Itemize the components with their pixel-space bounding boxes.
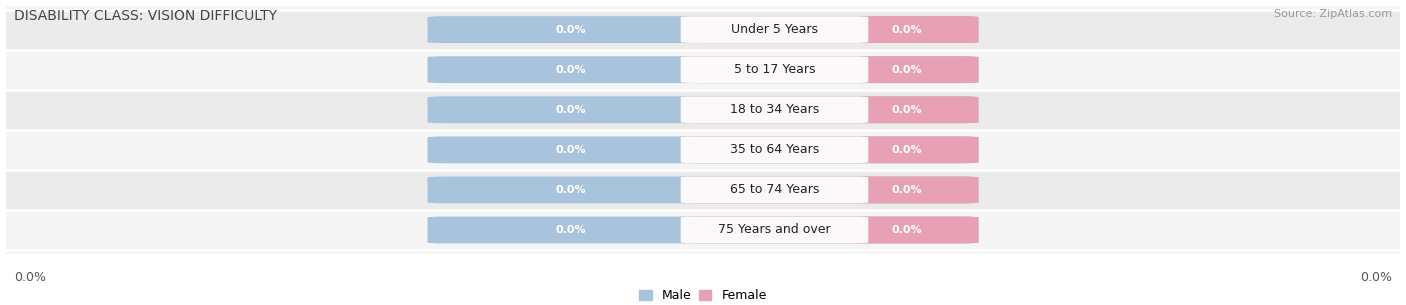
FancyBboxPatch shape bbox=[681, 56, 869, 83]
Text: Under 5 Years: Under 5 Years bbox=[731, 23, 818, 36]
Text: 0.0%: 0.0% bbox=[555, 225, 586, 235]
Text: 0.0%: 0.0% bbox=[891, 65, 922, 75]
Text: 75 Years and over: 75 Years and over bbox=[718, 224, 831, 236]
Text: 0.0%: 0.0% bbox=[891, 25, 922, 34]
Text: 0.0%: 0.0% bbox=[555, 145, 586, 155]
Text: 5 to 17 Years: 5 to 17 Years bbox=[734, 63, 815, 76]
FancyBboxPatch shape bbox=[427, 96, 979, 123]
Text: 65 to 74 Years: 65 to 74 Years bbox=[730, 183, 820, 196]
Bar bbox=[6, 170, 1400, 210]
Legend: Male, Female: Male, Female bbox=[640, 289, 766, 303]
Text: 35 to 64 Years: 35 to 64 Years bbox=[730, 143, 820, 156]
FancyBboxPatch shape bbox=[681, 16, 869, 43]
FancyBboxPatch shape bbox=[681, 96, 869, 123]
FancyBboxPatch shape bbox=[686, 56, 979, 83]
Text: 0.0%: 0.0% bbox=[14, 271, 46, 284]
Bar bbox=[6, 210, 1400, 250]
Text: 0.0%: 0.0% bbox=[555, 185, 586, 195]
FancyBboxPatch shape bbox=[681, 217, 869, 243]
Text: 0.0%: 0.0% bbox=[555, 65, 586, 75]
Text: 0.0%: 0.0% bbox=[891, 145, 922, 155]
Text: 18 to 34 Years: 18 to 34 Years bbox=[730, 103, 820, 116]
Text: 0.0%: 0.0% bbox=[555, 105, 586, 115]
FancyBboxPatch shape bbox=[686, 96, 979, 123]
FancyBboxPatch shape bbox=[686, 177, 979, 203]
Text: 0.0%: 0.0% bbox=[891, 225, 922, 235]
Bar bbox=[6, 130, 1400, 170]
FancyBboxPatch shape bbox=[681, 177, 869, 203]
Bar bbox=[6, 9, 1400, 50]
FancyBboxPatch shape bbox=[681, 137, 869, 163]
Text: Source: ZipAtlas.com: Source: ZipAtlas.com bbox=[1274, 9, 1392, 19]
FancyBboxPatch shape bbox=[427, 136, 979, 163]
Text: 0.0%: 0.0% bbox=[1360, 271, 1392, 284]
Bar bbox=[6, 50, 1400, 90]
FancyBboxPatch shape bbox=[427, 16, 979, 43]
Text: DISABILITY CLASS: VISION DIFFICULTY: DISABILITY CLASS: VISION DIFFICULTY bbox=[14, 9, 277, 23]
Bar bbox=[6, 90, 1400, 130]
FancyBboxPatch shape bbox=[427, 56, 979, 83]
FancyBboxPatch shape bbox=[686, 136, 979, 163]
Text: 0.0%: 0.0% bbox=[555, 25, 586, 34]
FancyBboxPatch shape bbox=[427, 217, 979, 243]
FancyBboxPatch shape bbox=[686, 16, 979, 43]
Text: 0.0%: 0.0% bbox=[891, 185, 922, 195]
FancyBboxPatch shape bbox=[686, 217, 979, 243]
FancyBboxPatch shape bbox=[427, 177, 979, 203]
Text: 0.0%: 0.0% bbox=[891, 105, 922, 115]
